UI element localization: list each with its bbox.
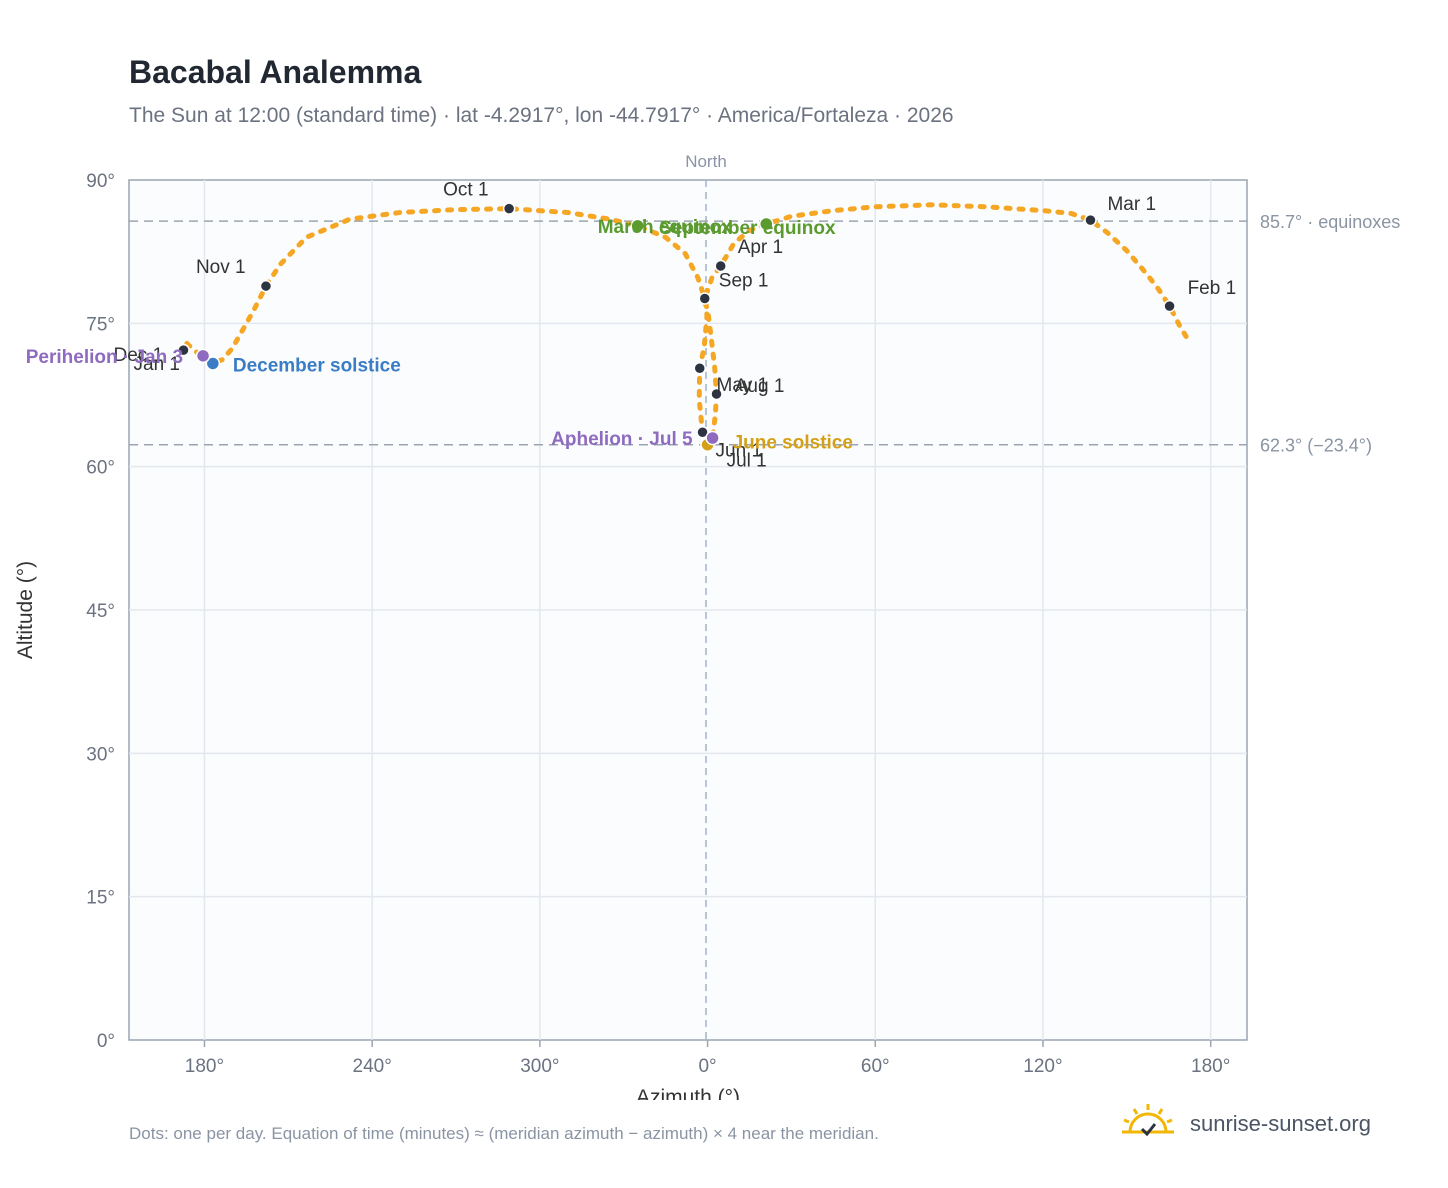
reference-line-label: 62.3° (−23.4°)	[1260, 436, 1372, 456]
brand-name: sunrise-sunset.org	[1190, 1111, 1371, 1136]
x-axis-ticks: 180° 240° 300° 0° 60° 120° 180°	[185, 1040, 1230, 1077]
y-tick-label: 90°	[86, 171, 115, 192]
x-tick-label: 180°	[1191, 1056, 1230, 1077]
analemma-path	[184, 202, 1193, 448]
north-label: North	[685, 152, 727, 171]
analemma-chart: 85.7° · equinoxes 62.3° (−23.4°) North 0°…	[14, 152, 1400, 1100]
month-marker	[259, 279, 273, 293]
month-label: Nov 1	[196, 257, 246, 278]
event-marker	[759, 216, 774, 232]
event-label: June solstice	[733, 433, 853, 454]
month-marker	[177, 343, 190, 357]
month-marker	[502, 202, 516, 215]
y-tick-label: 75°	[86, 314, 115, 335]
y-tick-label: 0°	[97, 1031, 115, 1052]
event-marker	[205, 356, 221, 371]
y-tick-label: 15°	[86, 888, 115, 909]
brand[interactable]: sunrise-sunset.org	[1120, 1102, 1371, 1146]
month-label: Sep 1	[719, 270, 769, 291]
month-label: Oct 1	[443, 180, 488, 201]
chart-title: Bacabal Analemma	[129, 54, 422, 90]
x-tick-label: 240°	[353, 1056, 392, 1077]
grid-lines	[129, 180, 1247, 1040]
month-marker	[698, 292, 712, 305]
event-marker	[705, 430, 720, 446]
analemma-curve	[184, 202, 1193, 448]
event-marker	[195, 348, 211, 364]
event-label: March equinox	[598, 217, 733, 238]
chart-subtitle: The Sun at 12:00 (standard time) · lat -…	[129, 104, 954, 127]
event-label: December solstice	[233, 355, 401, 376]
x-axis-label: Azimuth (°)	[636, 1086, 740, 1100]
x-tick-label: 300°	[520, 1056, 559, 1077]
month-marker	[693, 361, 706, 375]
x-tick-label: 60°	[861, 1056, 890, 1077]
month-label: Jan 1	[134, 354, 180, 375]
month-label: Apr 1	[738, 237, 783, 258]
month-label: Aug 1	[735, 376, 785, 397]
month-label: May 1	[717, 375, 769, 396]
event-label: September equinox	[659, 218, 836, 239]
x-tick-label: 0°	[698, 1056, 716, 1077]
month-label: Jul 1	[727, 451, 767, 472]
y-tick-label: 30°	[86, 744, 115, 765]
month-label: Feb 1	[1188, 278, 1237, 299]
y-axis-ticks: 0° 15° 30° 45° 60° 75° 90°	[86, 171, 115, 1052]
month-marker	[714, 259, 727, 273]
y-tick-label: 45°	[86, 601, 115, 622]
x-tick-label: 120°	[1023, 1056, 1062, 1077]
y-tick-label: 60°	[86, 458, 115, 479]
month-marker	[696, 426, 709, 439]
event-marker	[630, 218, 645, 234]
month-marker	[1084, 213, 1097, 227]
sunrise-logo-icon	[1120, 1102, 1176, 1147]
event-label: Perihelion · Jan 3	[26, 347, 183, 368]
month-label: Dec 1	[114, 345, 164, 366]
y-axis-label: Altitude (°)	[14, 561, 37, 659]
reference-lines: 85.7° · equinoxes 62.3° (−23.4°)	[129, 212, 1400, 456]
month-marker	[1163, 299, 1176, 313]
event-label: Aphelion · Jul 5	[551, 429, 693, 450]
month-marker	[710, 387, 723, 401]
footnote: Dots: one per day. Equation of time (min…	[129, 1124, 879, 1143]
x-tick-label: 180°	[185, 1056, 224, 1077]
month-label: Jun 1	[716, 440, 762, 461]
month-label: Mar 1	[1107, 194, 1156, 215]
reference-line-label: 85.7° · equinoxes	[1260, 212, 1400, 232]
